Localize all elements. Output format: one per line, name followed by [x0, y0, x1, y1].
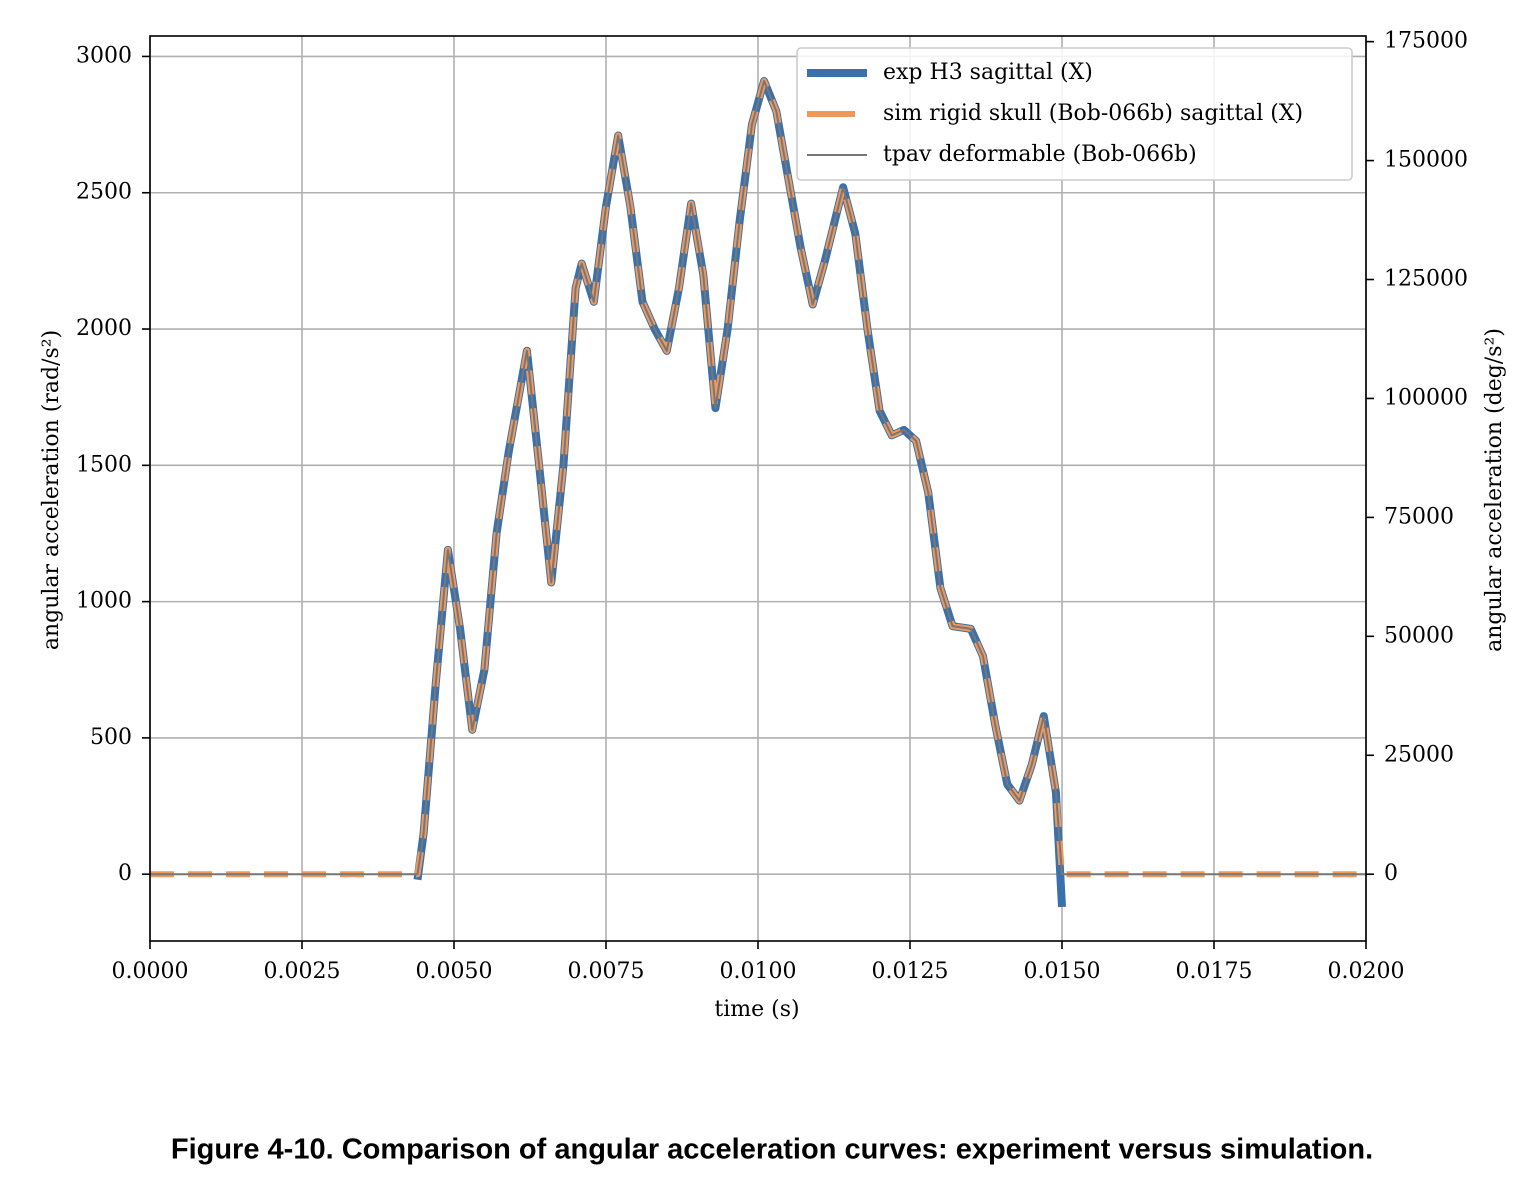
legend-label: tpav deformable (Bob-066b) — [883, 142, 1197, 167]
x-axis-label: time (s) — [714, 997, 799, 1022]
y-tick-label: 2500 — [76, 180, 132, 205]
y-tick-label: 2000 — [76, 316, 132, 341]
x-tick-label: 0.0075 — [568, 959, 645, 984]
x-tick-label: 0.0000 — [112, 959, 189, 984]
y-tick-label: 0 — [118, 861, 132, 886]
y2-tick-label: 75000 — [1384, 504, 1454, 529]
x-tick-label: 0.0100 — [720, 959, 797, 984]
legend-label: exp H3 sagittal (X) — [883, 60, 1093, 85]
x-tick-label: 0.0025 — [264, 959, 341, 984]
x-tick-label: 0.0125 — [872, 959, 949, 984]
y2-tick-label: 50000 — [1384, 623, 1454, 648]
x-tick-label: 0.0050 — [416, 959, 493, 984]
caption: Figure 4-10. Comparison of angular accel… — [171, 1134, 1373, 1166]
y-tick-label: 1000 — [76, 589, 132, 614]
y2-axis-label: angular acceleration (deg/s²) — [1482, 328, 1507, 652]
x-tick-label: 0.0150 — [1024, 959, 1101, 984]
y2-tick-label: 0 — [1384, 861, 1398, 886]
y-axis-label: angular acceleration (rad/s²) — [39, 330, 64, 650]
x-tick-label: 0.0175 — [1176, 959, 1253, 984]
y2-tick-label: 125000 — [1384, 267, 1468, 292]
legend: exp H3 sagittal (X) sim rigid skull (Bob-… — [796, 47, 1353, 181]
legend-label: sim rigid skull (Bob-066b) sagittal (X) — [883, 101, 1303, 126]
plot-frame — [149, 35, 1367, 942]
data-line — [150, 79, 1366, 876]
y2-tick-label: 175000 — [1384, 29, 1468, 54]
y-tick-label: 500 — [90, 725, 132, 750]
x-tick-label: 0.0200 — [1328, 959, 1405, 984]
legend-box — [796, 47, 1353, 181]
y2-tick-label: 100000 — [1384, 385, 1468, 410]
y2-tick-label: 150000 — [1384, 148, 1468, 173]
y-tick-label: 3000 — [76, 43, 132, 68]
y2-tick-label: 25000 — [1384, 742, 1454, 767]
y-tick-label: 1500 — [76, 452, 132, 477]
